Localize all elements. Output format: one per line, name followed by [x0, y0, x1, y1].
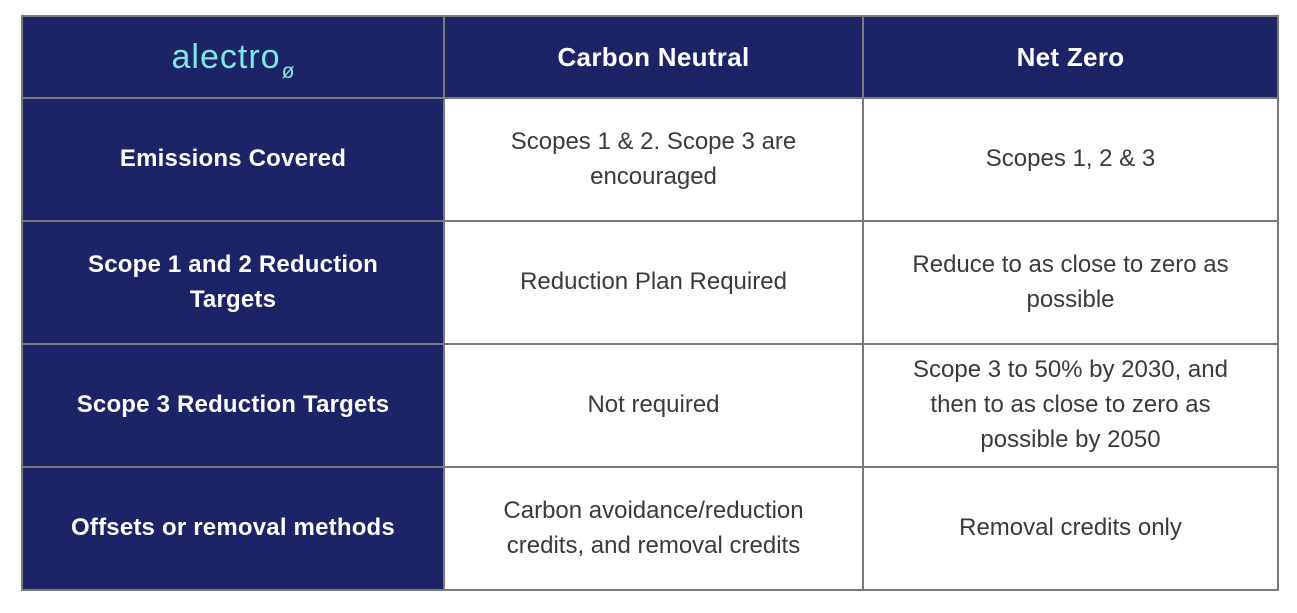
table-row: Scope 1 and 2 Reduction Targets Reductio…: [21, 220, 1279, 345]
column-header-net-zero: Net Zero: [862, 15, 1279, 99]
brand-logo: alectroø: [171, 37, 295, 83]
brand-logo-text: alectro: [171, 37, 281, 76]
row-label-offsets-removal: Offsets or removal methods: [21, 466, 445, 591]
cell-emissions-carbon-neutral: Scopes 1 & 2. Scope 3 are encouraged: [443, 97, 864, 222]
row-label-scope-1-2-reduction: Scope 1 and 2 Reduction Targets: [21, 220, 445, 345]
brand-logo-subscript-icon: ø: [281, 59, 296, 83]
brand-logo-cell: alectroø: [21, 15, 445, 99]
table-row: Emissions Covered Scopes 1 & 2. Scope 3 …: [21, 97, 1279, 222]
column-header-carbon-neutral: Carbon Neutral: [443, 15, 864, 99]
comparison-table: alectroø Carbon Neutral Net Zero Emissio…: [21, 15, 1279, 591]
row-label-scope-3-reduction: Scope 3 Reduction Targets: [21, 343, 445, 468]
table-header-row: alectroø Carbon Neutral Net Zero: [21, 15, 1279, 99]
table-row: Scope 3 Reduction Targets Not required S…: [21, 343, 1279, 468]
cell-emissions-net-zero: Scopes 1, 2 & 3: [862, 97, 1279, 222]
table-row: Offsets or removal methods Carbon avoida…: [21, 466, 1279, 591]
cell-scope3-net-zero: Scope 3 to 50% by 2030, and then to as c…: [862, 343, 1279, 468]
cell-offsets-net-zero: Removal credits only: [862, 466, 1279, 591]
cell-scope12-net-zero: Reduce to as close to zero as possible: [862, 220, 1279, 345]
cell-offsets-carbon-neutral: Carbon avoidance/reduction credits, and …: [443, 466, 864, 591]
row-label-emissions-covered: Emissions Covered: [21, 97, 445, 222]
cell-scope3-carbon-neutral: Not required: [443, 343, 864, 468]
cell-scope12-carbon-neutral: Reduction Plan Required: [443, 220, 864, 345]
